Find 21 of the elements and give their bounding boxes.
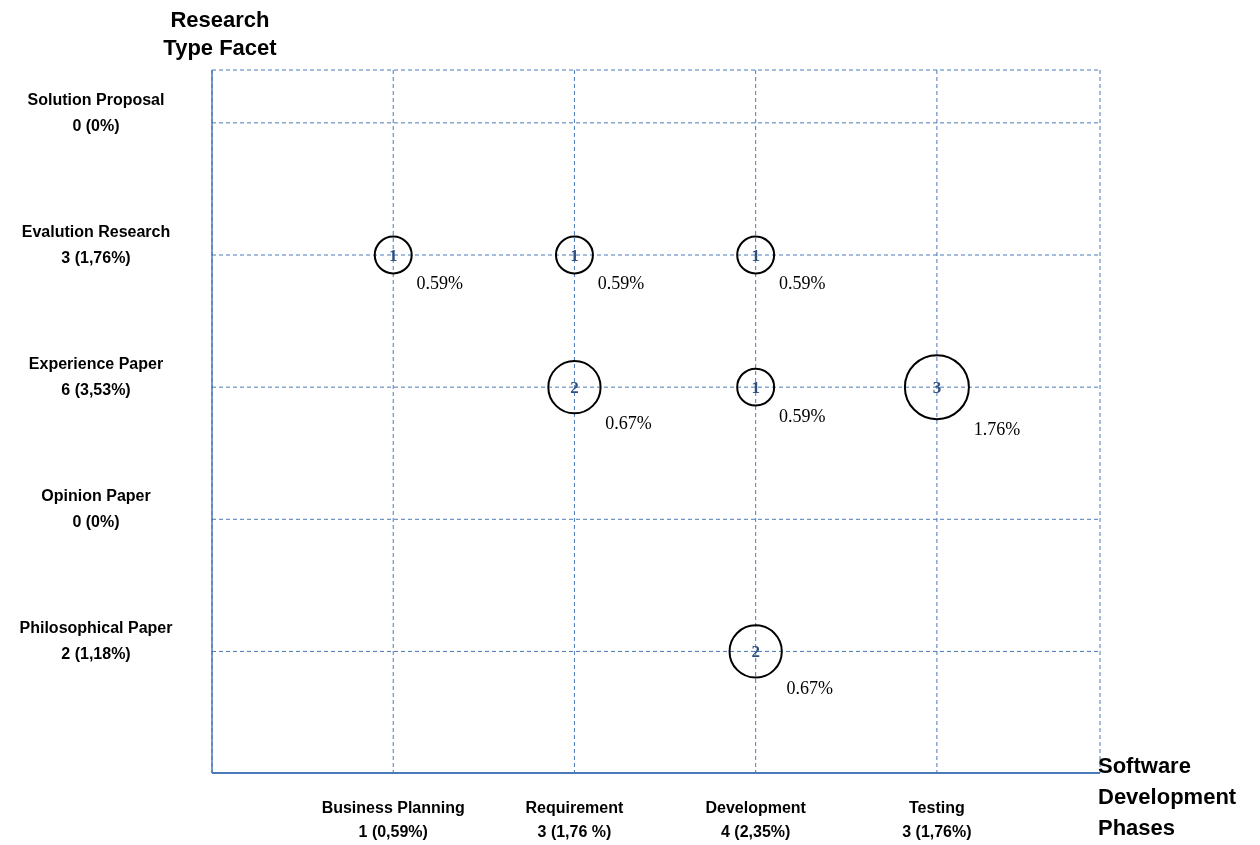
- y-tick-label: Opinion Paper 0 (0%): [41, 487, 151, 531]
- y-axis-title: Research Type Facet: [162, 6, 278, 62]
- x-tick-label: Requirement 3 (1,76 %): [525, 799, 625, 840]
- y-tick-label: Evalution Research 3 (1,76%): [21, 223, 171, 266]
- y-tick-label: Philosophical Paper 2 (1,18%): [19, 619, 173, 663]
- x-axis-title: Software Development Phases: [1098, 752, 1238, 842]
- data-label: 1: [751, 246, 760, 265]
- x-tick-label: Testing 3 (1,76%): [902, 799, 972, 840]
- data-label: 1: [388, 246, 398, 265]
- x-tick-label: Business Planning 1 (0,59%): [321, 799, 465, 840]
- annotation: 0.59%: [778, 273, 826, 294]
- annotation: 1.76%: [973, 419, 1021, 440]
- data-label: 1: [570, 246, 579, 265]
- y-tick-label: Experience Paper 6 (3,53%): [28, 355, 164, 399]
- annotation: 0.59%: [778, 405, 826, 426]
- annotation: 0.67%: [605, 413, 652, 434]
- annotation: 0.59%: [416, 273, 463, 294]
- annotation: 0.67%: [786, 677, 834, 698]
- x-tick-label: Development 4 (2,35%): [705, 799, 807, 840]
- y-tick-label: Solution Proposal 0 (0%): [27, 90, 165, 134]
- annotation: 0.59%: [597, 273, 645, 294]
